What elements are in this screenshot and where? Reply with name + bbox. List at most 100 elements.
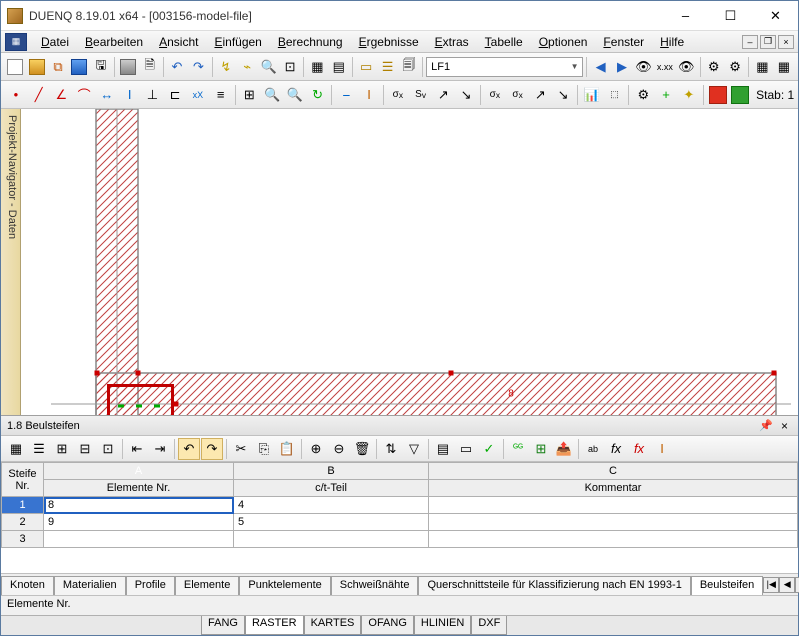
tt-undo-icon[interactable]: ↶ [178, 438, 200, 460]
tt-icon-2[interactable]: ☰ [28, 438, 50, 460]
zoom-window-icon[interactable]: 🔍 [258, 56, 278, 78]
tab-beulsteifen[interactable]: Beulsteifen [691, 576, 763, 595]
maximize-button[interactable]: ☐ [708, 1, 753, 30]
cell-a[interactable] [44, 531, 234, 548]
mdi-restore-button[interactable]: ❐ [760, 35, 776, 49]
text-icon[interactable]: I [119, 84, 141, 106]
chart2-icon[interactable]: ⬚ [604, 84, 626, 106]
row-header[interactable]: 3 [2, 531, 44, 548]
tt-ibeam-icon[interactable]: I [651, 438, 673, 460]
tab-schwei-n-hte[interactable]: Schweißnähte [331, 576, 419, 595]
sigma4-icon[interactable]: σx [507, 84, 529, 106]
open-file-icon[interactable] [26, 56, 46, 78]
arrow-tool-icon[interactable]: ↯ [216, 56, 236, 78]
eye2-icon[interactable]: 👁 [676, 56, 696, 78]
tt-sort-icon[interactable]: ⇅ [380, 438, 402, 460]
tt-format-icon[interactable]: ▤ [432, 438, 454, 460]
tt-color-icon[interactable]: ▭ [455, 438, 477, 460]
tab-profile[interactable]: Profile [126, 576, 175, 595]
chart-icon[interactable]: 📊 [581, 84, 603, 106]
cell-c[interactable] [429, 497, 798, 514]
layers-icon[interactable]: ▤ [329, 56, 349, 78]
open-multi-icon[interactable]: ⧉ [48, 56, 68, 78]
project-navigator-tab[interactable]: Projekt-Navigator - Daten [1, 109, 21, 415]
settings1-icon[interactable]: ⚙ [703, 56, 723, 78]
cell-a[interactable]: 9 [44, 514, 234, 531]
zoom1-icon[interactable]: 🔍 [261, 84, 283, 106]
undo-icon[interactable]: ↶ [167, 56, 187, 78]
tab-prev-icon[interactable]: ◀ [779, 577, 795, 593]
line-tool-icon[interactable]: ╱ [28, 84, 50, 106]
close-button[interactable]: ✕ [753, 1, 798, 30]
section2-icon[interactable]: I [358, 84, 380, 106]
grid-icon[interactable]: ▦ [307, 56, 327, 78]
tab-materialien[interactable]: Materialien [54, 576, 126, 595]
eye-icon[interactable]: 👁 [633, 56, 653, 78]
tt-cut-icon[interactable]: ✂ [230, 438, 252, 460]
red-flag-icon[interactable] [707, 84, 729, 106]
canvas[interactable]: 8 [21, 109, 798, 415]
tab-first-icon[interactable]: |◀ [763, 577, 779, 593]
cell-c[interactable] [429, 531, 798, 548]
menu-berechnung[interactable]: Berechnung [270, 33, 351, 51]
tt-excel-icon[interactable]: ⊞ [530, 438, 552, 460]
cell-b[interactable]: 4 [234, 497, 429, 514]
apptab-fang[interactable]: FANG [201, 616, 245, 635]
tt-delete-icon[interactable]: ⊖ [328, 438, 350, 460]
loadcase-combo[interactable]: LF1 ▼ [426, 57, 583, 77]
results-icon[interactable]: ▭ [356, 56, 376, 78]
app-toggle-icon[interactable]: ▦ [5, 33, 27, 51]
menu-tabelle[interactable]: Tabelle [477, 33, 531, 51]
tt-fx2-icon[interactable]: fx [628, 438, 650, 460]
minimize-button[interactable]: – [663, 1, 708, 30]
tt-redo-icon[interactable]: ↷ [201, 438, 223, 460]
tab-elemente[interactable]: Elemente [175, 576, 239, 595]
pin-icon[interactable]: 📌 [755, 419, 777, 432]
plus-icon[interactable]: + [655, 84, 677, 106]
tab-knoten[interactable]: Knoten [1, 576, 54, 595]
grid2-icon[interactable]: ▦ [752, 56, 772, 78]
print-icon[interactable] [118, 56, 138, 78]
grid3-icon[interactable]: ▦ [774, 56, 794, 78]
cell-b[interactable]: 5 [234, 514, 429, 531]
apptab-dxf[interactable]: DXF [471, 616, 507, 635]
arrow4-icon[interactable]: ↗ [529, 84, 551, 106]
tt-fx-icon[interactable]: fx [605, 438, 627, 460]
menu-ansicht[interactable]: Ansicht [151, 33, 206, 51]
menu-extras[interactable]: Extras [427, 33, 477, 51]
save-icon[interactable] [69, 56, 89, 78]
sigma3-icon[interactable]: σx [484, 84, 506, 106]
next-icon[interactable]: ▶ [612, 56, 632, 78]
gear-icon[interactable]: ⚙ [632, 84, 654, 106]
arc-tool-icon[interactable]: ⌒ [73, 84, 95, 106]
print-preview-icon[interactable]: 🗎 [139, 56, 159, 78]
tt-first-icon[interactable]: ⇤ [126, 438, 148, 460]
tab-next-icon[interactable]: ▶ [795, 577, 799, 593]
tt-copy-icon[interactable]: ⎘ [253, 438, 275, 460]
table-close-icon[interactable]: × [777, 419, 792, 433]
tt-paste-icon[interactable]: 📋 [276, 438, 298, 460]
prev-icon[interactable]: ◀ [590, 56, 610, 78]
tt-insert-icon[interactable]: ⊕ [305, 438, 327, 460]
star-icon[interactable]: ✦ [678, 84, 700, 106]
precision-icon[interactable]: x.xx [655, 56, 675, 78]
apptab-kartes[interactable]: KARTES [304, 616, 362, 635]
tt-abc-icon[interactable]: ab [582, 438, 604, 460]
poly-tool-icon[interactable]: ∠ [51, 84, 73, 106]
mesh-icon[interactable]: ⊞ [238, 84, 260, 106]
mdi-minimize-button[interactable]: – [742, 35, 758, 49]
col-letter-B[interactable]: B [234, 463, 429, 480]
tt-icon-5[interactable]: ⊡ [97, 438, 119, 460]
tt-link-icon[interactable]: ᴳᴳ [507, 438, 529, 460]
col-header-ct[interactable]: c/t-Teil [234, 480, 429, 497]
dimension-icon[interactable]: ↔ [96, 84, 118, 106]
tt-last-icon[interactable]: ⇥ [149, 438, 171, 460]
tab-querschnittsteile-f-r-klassifizierung-nach-en-1993-1[interactable]: Querschnittsteile für Klassifizierung na… [418, 576, 690, 595]
arrow2-icon[interactable]: ↗ [432, 84, 454, 106]
grid[interactable]: Steife Nr. A B C Elemente Nr. c/t-Teil K… [1, 462, 798, 573]
section-icon[interactable]: ⊏ [164, 84, 186, 106]
apptab-raster[interactable]: RASTER [245, 616, 304, 635]
arrow3-icon[interactable]: ↘ [455, 84, 477, 106]
menu-einfügen[interactable]: Einfügen [206, 33, 269, 51]
sigma2-icon[interactable]: Sv [410, 84, 432, 106]
